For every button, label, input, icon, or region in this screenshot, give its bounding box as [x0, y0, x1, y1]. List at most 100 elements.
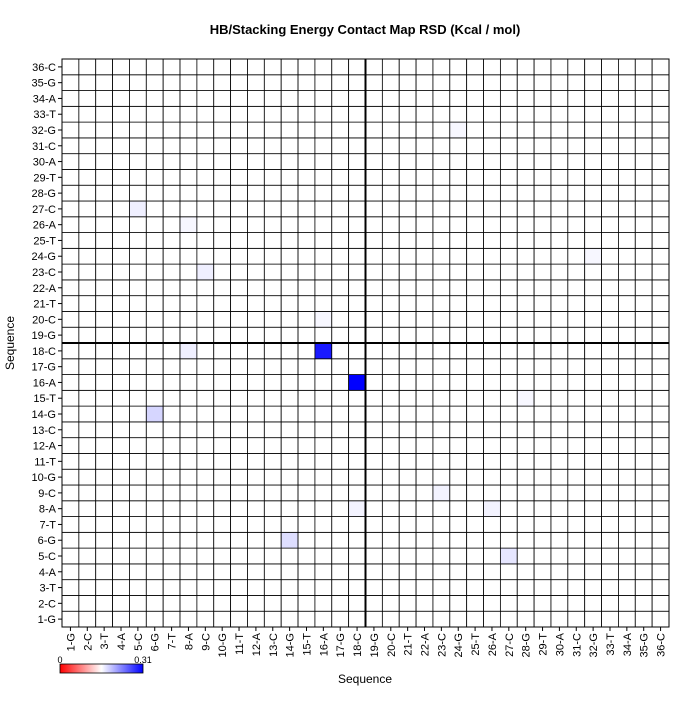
cell	[550, 579, 569, 596]
cell	[651, 58, 670, 76]
cell	[550, 295, 569, 312]
cell	[618, 579, 636, 596]
cell	[348, 500, 366, 517]
cell	[179, 137, 198, 155]
cell	[78, 610, 97, 628]
cell	[365, 500, 383, 517]
cell	[230, 374, 248, 391]
cell	[230, 90, 248, 107]
cell	[483, 184, 501, 202]
cell	[213, 263, 232, 281]
cell	[466, 137, 484, 155]
cell	[129, 547, 147, 565]
cell	[179, 311, 198, 328]
cell	[112, 342, 130, 360]
cell	[432, 610, 451, 628]
y-tick-label: 31-C	[32, 141, 56, 153]
x-tick-label: 29-T	[538, 633, 550, 656]
cell	[263, 216, 282, 233]
cell	[129, 484, 147, 502]
cell	[263, 468, 282, 486]
cell	[297, 247, 316, 265]
cell	[297, 468, 316, 486]
cell	[499, 563, 518, 581]
cell	[365, 200, 383, 218]
cell	[162, 121, 181, 139]
cell	[112, 232, 130, 249]
cell	[584, 326, 602, 344]
cell	[263, 595, 282, 612]
cell	[449, 169, 468, 186]
cell	[314, 563, 333, 581]
cell	[61, 232, 80, 249]
cell	[449, 279, 468, 297]
cell	[95, 121, 113, 139]
cell	[466, 295, 484, 312]
cell	[230, 58, 248, 76]
cell	[516, 547, 535, 565]
cell	[415, 200, 434, 218]
y-tick-label: 18-C	[32, 346, 56, 358]
cell	[499, 326, 518, 344]
cell	[499, 389, 518, 407]
cell	[601, 247, 619, 265]
cell	[634, 247, 653, 265]
cell	[331, 169, 350, 186]
cell	[297, 389, 316, 407]
x-tick-label: 14-G	[285, 633, 297, 657]
cell	[415, 342, 434, 360]
cell	[314, 389, 333, 407]
cell	[601, 279, 619, 297]
cell	[432, 153, 451, 170]
cell	[247, 121, 265, 139]
cell	[550, 563, 569, 581]
x-tick-label: 19-G	[369, 633, 381, 657]
cell	[297, 405, 316, 423]
cell	[61, 200, 80, 218]
cell	[247, 232, 265, 249]
cell	[584, 405, 602, 423]
x-tick-label: 20-C	[386, 633, 398, 657]
cell	[297, 295, 316, 312]
cell	[95, 405, 113, 423]
cell	[297, 358, 316, 375]
cell	[78, 153, 97, 170]
cell	[314, 58, 333, 76]
cell	[112, 421, 130, 439]
cell	[179, 468, 198, 486]
cell	[78, 137, 97, 155]
cell	[112, 374, 130, 391]
cell	[162, 579, 181, 596]
cell	[61, 295, 80, 312]
cell	[483, 358, 501, 375]
cell	[634, 121, 653, 139]
cell	[432, 374, 451, 391]
cell	[162, 468, 181, 486]
cell	[499, 610, 518, 628]
cell	[550, 547, 569, 565]
cell	[567, 295, 586, 312]
cell	[651, 121, 670, 139]
cell	[651, 547, 670, 565]
cell	[483, 169, 501, 186]
cell	[196, 121, 215, 139]
cell	[483, 468, 501, 486]
cell	[381, 121, 400, 139]
cell	[331, 326, 350, 344]
cell	[196, 531, 215, 549]
cell	[432, 500, 451, 517]
cell	[550, 437, 569, 454]
cell	[297, 610, 316, 628]
cell	[162, 311, 181, 328]
cell	[61, 184, 80, 202]
cell	[213, 105, 232, 123]
cell	[280, 610, 299, 628]
cell	[516, 579, 535, 596]
cell	[618, 90, 636, 107]
cell	[314, 405, 333, 423]
cell	[550, 595, 569, 612]
cell	[618, 74, 636, 91]
cell	[483, 200, 501, 218]
cell	[483, 232, 501, 249]
cell	[145, 484, 164, 502]
